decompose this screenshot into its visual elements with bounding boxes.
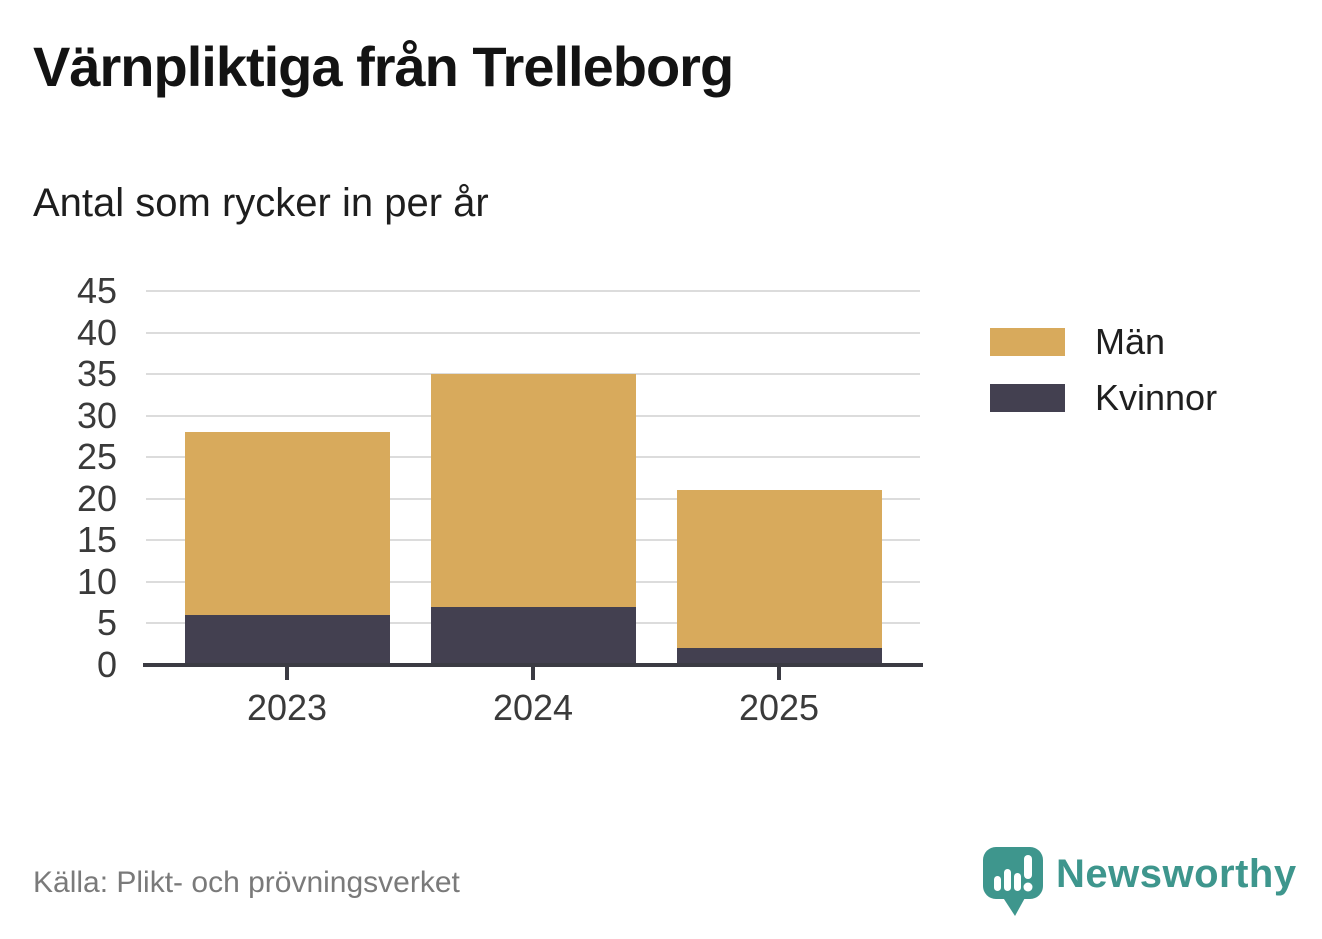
y-tick-label-15: 15 <box>76 519 117 561</box>
source-text: Källa: Plikt- och prövningsverket <box>33 866 460 899</box>
x-tick-label-2023: 2023 <box>246 687 328 728</box>
x-tick-label-2025: 2025 <box>738 687 820 728</box>
bar-segment-män-2025 <box>676 490 882 649</box>
legend-item-män: Män <box>990 321 1217 362</box>
chart-subtitle: Antal som rycker in per år <box>33 181 489 225</box>
y-tick-label-0: 0 <box>96 644 117 685</box>
brand-name: Newsworthy <box>1056 852 1297 896</box>
bar-segment-män-2024 <box>430 374 636 607</box>
gridline-y-45 <box>146 290 920 292</box>
plot-area: 2023 2024 2025 <box>143 290 923 728</box>
bar-segment-kvinnor-2025 <box>676 648 882 665</box>
y-tick-label-20: 20 <box>76 477 117 519</box>
legend-label: Män <box>1095 321 1166 362</box>
legend: Män Kvinnor <box>990 321 1218 436</box>
y-tick-label-35: 35 <box>76 353 117 395</box>
brand-logo: Newsworthy <box>982 846 1297 918</box>
gridline-y-40 <box>146 331 920 334</box>
y-tick-label-5: 5 <box>96 602 117 644</box>
x-tick-label-2024: 2024 <box>492 687 574 728</box>
bar-segment-kvinnor-2024 <box>430 606 636 665</box>
y-tick-label-30: 30 <box>76 394 117 436</box>
y-tick-label-10: 10 <box>76 560 117 602</box>
legend-swatch-män <box>990 328 1065 356</box>
y-tick-label-25: 25 <box>76 436 117 478</box>
legend-label: Kvinnor <box>1095 377 1218 418</box>
chart-title: Värnpliktiga från Trelleborg <box>33 35 734 98</box>
y-tick-label-40: 40 <box>76 311 117 353</box>
bar-segment-kvinnor-2023 <box>184 615 390 665</box>
legend-item-kvinnor: Kvinnor <box>990 377 1218 418</box>
x-tick-mark-2025 <box>777 667 781 680</box>
x-axis-line <box>143 663 923 667</box>
x-tick-mark-2023 <box>285 667 289 680</box>
y-tick-label-45: 45 <box>76 270 117 311</box>
legend-swatch-kvinnor <box>990 384 1065 412</box>
speech-bubble-bar-chart-icon <box>983 847 1043 916</box>
bar-segment-män-2023 <box>184 432 390 616</box>
x-tick-mark-2024 <box>531 667 535 680</box>
